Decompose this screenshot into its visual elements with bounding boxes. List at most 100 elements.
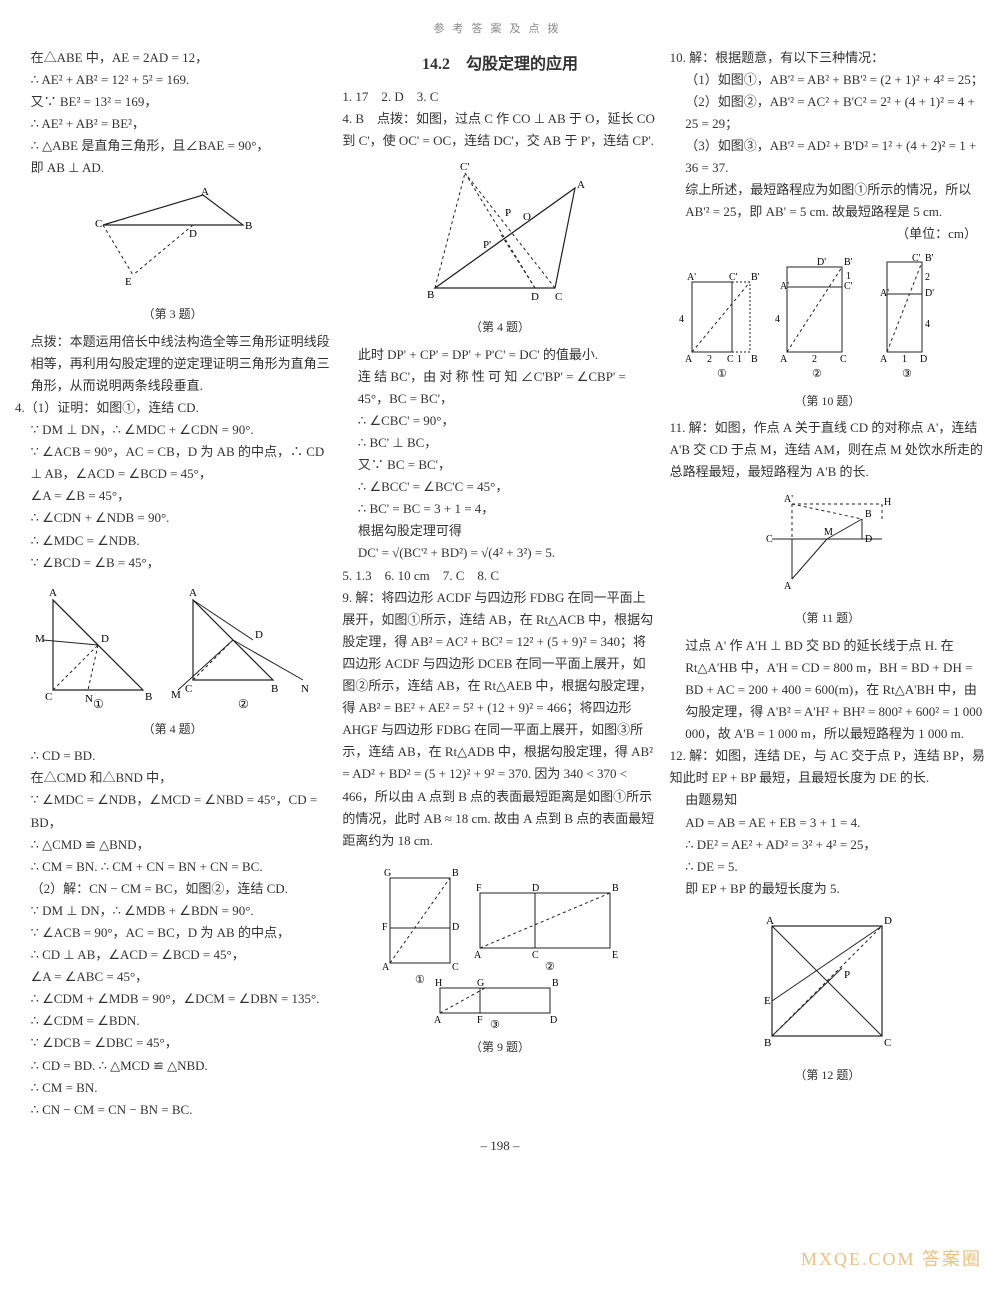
svg-text:D: D (189, 228, 197, 240)
c1-l04: ∴ AE² + AB² = BE²， (15, 113, 330, 135)
svg-text:D': D' (817, 257, 826, 268)
fig-q11: A'H CMD B A (670, 489, 985, 606)
c1-l29: ∴ CM = BN. (15, 1077, 330, 1099)
c1-l16: 在△CMD 和△BND 中， (15, 767, 330, 789)
c1-l02: ∴ AE² + AB² = 12² + 5² = 169. (15, 69, 330, 91)
svg-text:A': A' (784, 494, 793, 505)
svg-text:A: A (382, 962, 390, 973)
c1-l22: ∵ ∠ACB = 90°，AC = BC，D 为 AB 的中点， (15, 922, 330, 944)
svg-text:A: A (880, 354, 888, 365)
svg-text:2: 2 (812, 354, 817, 365)
svg-text:A: A (189, 587, 197, 599)
svg-text:C: C (452, 962, 459, 973)
c2-l07: ∴ ∠BCC' = ∠BC'C = 45°， (342, 476, 657, 498)
c1-l06: 即 AB ⊥ AD. (15, 157, 330, 179)
svg-text:H: H (435, 978, 442, 989)
svg-text:A: A (474, 950, 482, 961)
watermark: MXQE.COM 答案圈 (801, 1244, 982, 1275)
svg-text:B: B (427, 289, 434, 301)
c1-l13: ∴ ∠MDC = ∠NDB. (15, 530, 330, 552)
svg-text:4: 4 (775, 314, 780, 325)
c1-l07: 点拨：本题运用倍长中线法构造全等三角形证明线段相等，再利用勾股定理的逆定理证明三… (15, 331, 330, 397)
figcap-q3: （第 3 题） (15, 304, 330, 324)
svg-text:A: A (434, 1015, 442, 1026)
c3-l08: 12. 解：如图，连结 DE，与 AC 交于点 P，连结 BP，易知此时 EP … (670, 745, 985, 789)
svg-text:①: ① (93, 697, 104, 710)
svg-text:A: A (577, 179, 585, 191)
svg-text:E: E (125, 276, 132, 288)
c1-l28: ∴ CD = BD. ∴ △MCD ≌ △NBD. (15, 1055, 330, 1077)
figcap-q4-c1: （第 4 题） (15, 719, 330, 739)
svg-text:①: ① (415, 974, 425, 986)
svg-text:B: B (865, 509, 872, 520)
c1-l24: ∠A = ∠ABC = 45°， (15, 966, 330, 988)
column-1: 在△ABE 中，AE = 2AD = 12， ∴ AE² + AB² = 12²… (15, 47, 330, 1121)
svg-text:G: G (477, 978, 484, 989)
svg-text:M: M (824, 527, 833, 538)
fig-q4-col1: A M D C N B ① A D C B M N ② (15, 580, 330, 717)
svg-text:B: B (452, 868, 459, 879)
svg-text:2: 2 (925, 272, 930, 283)
svg-text:A: A (685, 354, 693, 365)
svg-text:1: 1 (737, 354, 742, 365)
svg-text:A: A (49, 587, 57, 599)
column-2: 14.2 勾股定理的应用 1. 17 2. D 3. C 4. B 点拨：如图，… (342, 47, 657, 1121)
svg-text:B': B' (844, 257, 853, 268)
c3-unit: （单位：cm） (670, 223, 985, 245)
c1-l19: ∴ CM = BN. ∴ CM + CN = BN + CN = BC. (15, 856, 330, 878)
svg-text:B: B (612, 883, 619, 894)
c1-l27: ∵ ∠DCB = ∠DBC = 45°， (15, 1032, 330, 1054)
svg-text:H: H (884, 497, 891, 508)
c3-l11: ∴ DE² = AE² + AD² = 3² + 4² = 25， (670, 834, 985, 856)
svg-text:D: D (884, 915, 892, 927)
svg-text:D: D (865, 534, 872, 545)
svg-text:M: M (35, 633, 45, 645)
svg-text:P: P (505, 207, 511, 219)
svg-text:C: C (555, 291, 562, 303)
svg-text:②: ② (545, 961, 555, 973)
svg-text:F: F (477, 1015, 483, 1026)
c3-l09: 由题易知 (670, 789, 985, 811)
c1-l25: ∴ ∠CDM + ∠MDB = 90°，∠DCM = ∠DBN = 135°. (15, 988, 330, 1010)
c3-l03: （2）如图②，AB'² = AC² + B'C² = 2² + (4 + 1)²… (670, 91, 985, 135)
svg-text:D': D' (925, 288, 934, 299)
svg-text:A': A' (687, 272, 696, 283)
svg-text:B: B (552, 978, 559, 989)
c1-l09: ∵ DM ⊥ DN，∴ ∠MDC + ∠CDN = 90°. (15, 419, 330, 441)
svg-text:2: 2 (707, 354, 712, 365)
c1-l11: ∠A = ∠B = 45°， (15, 485, 330, 507)
svg-text:1: 1 (846, 271, 851, 282)
svg-text:①: ① (717, 368, 727, 380)
svg-text:A: A (784, 581, 792, 592)
c3-l07: 过点 A' 作 A'H ⊥ BD 交 BD 的延长线于点 H. 在 Rt△A'H… (670, 635, 985, 745)
c1-l30: ∴ CN − CM = CN − BN = BC. (15, 1099, 330, 1121)
c3-l12: ∴ DE = 5. (670, 856, 985, 878)
svg-text:C': C' (460, 161, 469, 173)
c2-ans1: 1. 17 2. D 3. C (342, 86, 657, 108)
svg-text:D: D (550, 1015, 557, 1026)
c3-l04: （3）如图③，AB'² = AD² + B'D² = 1² + (4 + 2)²… (670, 135, 985, 179)
c3-l13: 即 EP + BP 的最短长度为 5. (670, 878, 985, 900)
c2-l03: 连 结 BC'，由 对 称 性 可 知 ∠C'BP' = ∠CBP' = 45°… (342, 366, 657, 410)
svg-text:N: N (85, 693, 93, 705)
c2-l01: 4. B 点拨：如图，过点 C 作 CO ⊥ AB 于 O，延长 CO 到 C'… (342, 108, 657, 152)
fig-q10: A'C'B' A2C 1B 4 ① D'B' A'C' 1 A2C 4 ② C' (670, 252, 985, 389)
svg-text:③: ③ (902, 368, 912, 380)
c1-l23: ∴ CD ⊥ AB，∠ACD = ∠BCD = 45°， (15, 944, 330, 966)
svg-text:C': C' (912, 253, 921, 264)
c1-l01: 在△ABE 中，AE = 2AD = 12， (15, 47, 330, 69)
svg-text:C: C (532, 950, 539, 961)
c2-l11: 9. 解：将四边形 ACDF 与四边形 FDBG 在同一平面上展开，如图①所示，… (342, 587, 657, 852)
svg-text:C': C' (729, 272, 738, 283)
svg-text:②: ② (238, 697, 249, 710)
c1-l20: （2）解：CN − CM = BC，如图②，连结 CD. (15, 878, 330, 900)
svg-text:D: D (255, 629, 263, 641)
c1-l21: ∵ DM ⊥ DN，∴ ∠MDB + ∠BDN = 90°. (15, 900, 330, 922)
svg-text:A: A (201, 186, 209, 198)
c3-l01: 10. 解：根据题意，有以下三种情况： (670, 47, 985, 69)
c2-l06: 又∵ BC = BC'， (342, 454, 657, 476)
svg-text:②: ② (812, 368, 822, 380)
svg-text:A': A' (880, 288, 889, 299)
svg-text:C': C' (844, 281, 853, 292)
c1-l14: ∵ ∠BCD = ∠B = 45°， (15, 552, 330, 574)
